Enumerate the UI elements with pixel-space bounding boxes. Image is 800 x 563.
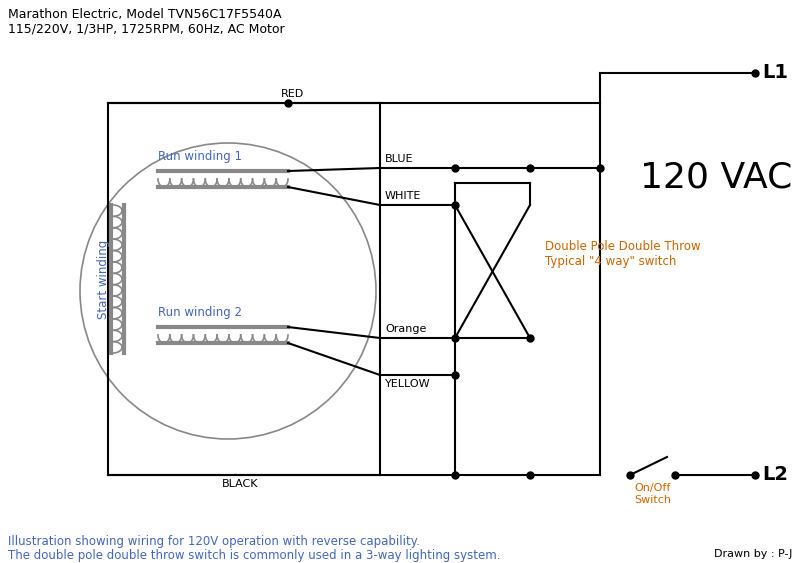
Text: 115/220V, 1/3HP, 1725RPM, 60Hz, AC Motor: 115/220V, 1/3HP, 1725RPM, 60Hz, AC Motor xyxy=(8,22,285,35)
Text: L1: L1 xyxy=(762,64,788,83)
Text: 120 VAC: 120 VAC xyxy=(640,161,792,195)
Text: YELLOW: YELLOW xyxy=(385,379,430,389)
Text: RED: RED xyxy=(282,89,305,99)
Text: Double Pole Double Throw: Double Pole Double Throw xyxy=(545,240,701,253)
Text: Start winding: Start winding xyxy=(97,239,110,319)
Text: Marathon Electric, Model TVN56C17F5540A: Marathon Electric, Model TVN56C17F5540A xyxy=(8,8,282,21)
Text: Run winding 1: Run winding 1 xyxy=(158,150,242,163)
Text: The double pole double throw switch is commonly used in a 3-way lighting system.: The double pole double throw switch is c… xyxy=(8,549,501,562)
Text: L2: L2 xyxy=(762,466,788,485)
Text: WHITE: WHITE xyxy=(385,191,422,201)
Text: Orange: Orange xyxy=(385,324,426,334)
Text: BLACK: BLACK xyxy=(222,479,258,489)
Text: Typical "4 way" switch: Typical "4 way" switch xyxy=(545,255,676,268)
Text: Switch: Switch xyxy=(634,495,671,505)
Text: On/Off: On/Off xyxy=(634,483,670,493)
Text: Run winding 2: Run winding 2 xyxy=(158,306,242,319)
Text: BLUE: BLUE xyxy=(385,154,414,164)
Text: Illustration showing wiring for 120V operation with reverse capability.: Illustration showing wiring for 120V ope… xyxy=(8,535,420,548)
Text: Drawn by : P-J: Drawn by : P-J xyxy=(714,549,792,559)
